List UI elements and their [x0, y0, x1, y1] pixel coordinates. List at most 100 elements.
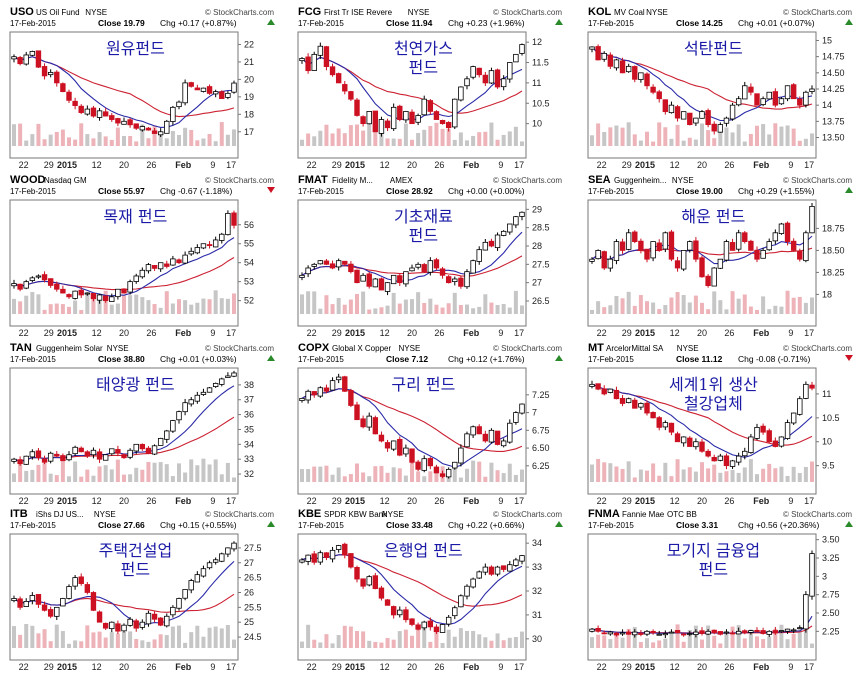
- y-tick-label: 35: [244, 424, 254, 434]
- candlestick: [403, 110, 409, 123]
- volume-bar: [458, 305, 463, 314]
- volume-bar: [128, 295, 133, 314]
- candlestick: [476, 570, 482, 580]
- volume-bar: [122, 135, 126, 146]
- candlestick: [403, 606, 409, 623]
- x-tick-label: 22: [597, 662, 607, 672]
- watermark: © StockCharts.com: [783, 176, 852, 185]
- x-tick-label: 12: [380, 496, 390, 506]
- volume-bar: [651, 302, 656, 314]
- volume-bar: [520, 141, 524, 146]
- volume-bar: [477, 132, 482, 146]
- candlestick: [415, 113, 421, 126]
- volume-bar: [232, 477, 236, 482]
- volume-bar: [152, 304, 157, 314]
- candlestick: [299, 272, 305, 281]
- candlestick: [378, 431, 385, 443]
- volume-bar: [361, 631, 366, 648]
- volume-bar: [724, 309, 729, 314]
- volume-bar: [608, 127, 613, 146]
- volume-bar: [403, 299, 408, 314]
- candlestick: [650, 411, 656, 419]
- candlestick: [231, 370, 237, 378]
- volume-bar: [791, 633, 796, 648]
- x-tick-label: 17: [226, 496, 236, 506]
- candlestick: [729, 102, 736, 121]
- volume-bar: [507, 463, 512, 482]
- ticker-symbol: FNMA: [588, 508, 620, 520]
- x-tick-label: 12: [92, 496, 102, 506]
- candlestick: [638, 72, 644, 83]
- volume-bar: [638, 295, 643, 314]
- volume-bar: [189, 632, 194, 648]
- x-tick-label: 12: [670, 328, 680, 338]
- candlestick: [47, 278, 54, 288]
- candlestick: [145, 610, 152, 627]
- x-tick-label: 20: [119, 662, 129, 672]
- candlestick: [601, 385, 607, 396]
- volume-bar: [471, 135, 476, 146]
- x-tick-label: 20: [119, 496, 129, 506]
- price-change: Chg +0.29 (+1.55%): [738, 186, 815, 196]
- candlestick: [157, 262, 164, 272]
- candlestick: [674, 431, 681, 443]
- y-tick-label: 18.50: [822, 245, 845, 255]
- volume-bar: [797, 473, 802, 482]
- candlestick: [427, 257, 434, 276]
- volume-bar: [779, 624, 784, 648]
- candlestick: [133, 123, 139, 130]
- fund-name: Fannie Mae: [622, 510, 665, 519]
- quote-date: 17-Feb-2015: [588, 187, 634, 196]
- volume-bar: [810, 461, 814, 482]
- x-tick-label: Feb: [463, 662, 480, 672]
- candlestick: [206, 386, 213, 393]
- exchange: NYSE: [408, 8, 430, 17]
- volume-bar: [810, 643, 814, 648]
- volume-bar: [18, 634, 23, 648]
- volume-bar: [140, 297, 145, 314]
- volume-bar: [465, 630, 469, 648]
- volume-bar: [97, 299, 102, 314]
- candlestick: [778, 436, 785, 448]
- volume-bar: [797, 627, 802, 648]
- candlestick: [760, 96, 766, 107]
- volume-bar: [507, 131, 512, 146]
- candlestick: [500, 230, 507, 237]
- candlestick: [784, 419, 791, 440]
- candlestick: [797, 396, 803, 416]
- volume-bar: [48, 641, 53, 648]
- candlestick: [415, 262, 421, 270]
- volume-bar: [608, 305, 613, 314]
- y-tick-label: 9.5: [822, 461, 835, 471]
- y-tick-label: 33: [244, 454, 254, 464]
- volume-bar: [620, 637, 625, 648]
- volume-bar: [501, 134, 506, 146]
- up-arrow-icon: [845, 521, 853, 527]
- y-tick-label: 21: [244, 57, 254, 67]
- candlestick: [445, 121, 452, 132]
- volume-bar: [312, 136, 317, 146]
- overlay-annotation: 세계1위 생산: [669, 375, 758, 394]
- moving-average-long: [13, 257, 235, 291]
- volume-bar: [134, 141, 139, 146]
- candlestick: [519, 43, 525, 56]
- volume-bar: [440, 307, 445, 314]
- volume-bar: [785, 475, 790, 482]
- down-arrow-icon: [845, 355, 853, 361]
- x-tick-label: 2015: [345, 160, 365, 170]
- volume-bar: [91, 138, 96, 146]
- quote-date: 17-Feb-2015: [298, 187, 344, 196]
- volume-bar: [632, 134, 637, 146]
- candlestick: [754, 93, 760, 106]
- chart-frame: [297, 31, 527, 159]
- volume-bar: [410, 299, 414, 314]
- candlestick: [90, 591, 97, 612]
- candlestick: [439, 119, 446, 125]
- candlestick: [54, 451, 60, 458]
- volume-bar: [446, 129, 451, 146]
- candlestick: [188, 578, 194, 594]
- candlestick: [348, 90, 354, 102]
- y-tick-label: 6.25: [532, 461, 550, 471]
- candlestick: [458, 594, 464, 608]
- volume-bar: [471, 630, 476, 648]
